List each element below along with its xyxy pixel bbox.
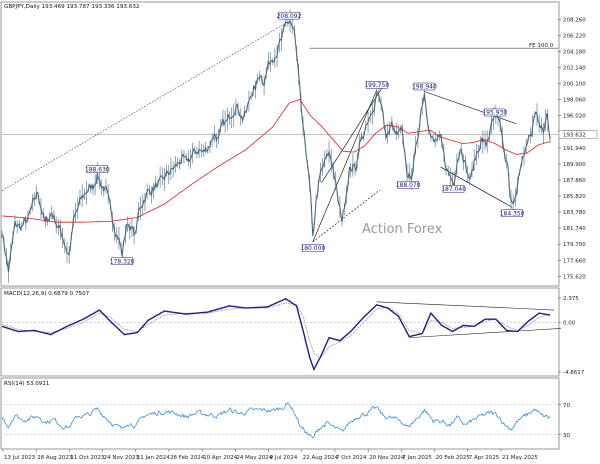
macd-axis-label: 2.375	[563, 296, 579, 302]
macd-axis-label: -4.8617	[563, 370, 585, 376]
triangle-upper-line	[424, 91, 517, 125]
channel-base-dashed	[312, 189, 381, 243]
pivot-label: 187.040	[441, 186, 466, 193]
price-axis-label: 181.740	[563, 226, 586, 232]
price-axis-label: 204.180	[563, 50, 586, 56]
rsi-header: RSI(14) 53.0911	[4, 381, 50, 387]
pivot-label-box	[484, 108, 506, 117]
date-axis-label: 28 Aug 2023	[37, 455, 73, 461]
price-axis-label: 196.020	[563, 114, 586, 120]
macd-panel	[0, 287, 560, 377]
current-price-value: 193.632	[563, 133, 586, 139]
pivot-label-box	[413, 82, 436, 91]
channel-lower-line	[312, 89, 377, 242]
pivot-label: 188.630	[85, 166, 110, 173]
price-axis-label: 198.060	[563, 98, 586, 104]
current-price-tag	[558, 130, 598, 139]
macd-header: MACD(12,26,9) 0.6879 0.7507	[4, 291, 90, 297]
macd-axis-label: 0.00	[563, 320, 576, 326]
pivot-label: 195.930	[482, 110, 507, 117]
pivot-label-box	[86, 165, 109, 173]
date-axis-label: 20 Feb 2025	[436, 455, 471, 461]
macd-signal-line	[1, 302, 551, 359]
date-axis-label: 26 Feb 2024	[170, 455, 205, 461]
macd-lower-trendline	[409, 328, 561, 338]
rsi-panel	[0, 377, 560, 450]
price-axis-label: 208.260	[563, 17, 586, 23]
pivot-label: 180.000	[300, 245, 325, 252]
pivot-label: 184.350	[500, 210, 525, 217]
pivot-label-box	[442, 185, 465, 193]
macd-plot	[1, 298, 561, 371]
price-axis-label: 191.940	[563, 146, 586, 152]
watermark: Action Forex	[362, 222, 443, 237]
date-axis-label: 20 Nov 2024	[369, 455, 405, 461]
pivot-label: 198.940	[412, 84, 437, 91]
date-axis-label: 24 Nov 2023	[104, 455, 140, 461]
pivot-label-box	[397, 181, 419, 189]
rsi-plot	[1, 402, 558, 439]
date-axis-label: 11 Jan 2024	[137, 455, 170, 461]
date-axis-label: 10 Apr 2024	[203, 455, 238, 461]
price-axis-label: 175.620	[563, 274, 586, 280]
price-axis-label: 202.140	[563, 66, 586, 72]
pivot-label: 208.092	[277, 13, 302, 20]
channel-upper-line	[321, 85, 384, 183]
pivot-label: 188.070	[396, 182, 421, 189]
rsi-line	[1, 402, 551, 439]
date-axis-label: 13 Jul 2023	[4, 455, 36, 461]
pivot-label-box	[302, 244, 324, 252]
price-axis-label: 179.700	[563, 242, 586, 248]
rsi-axis-label: 70	[563, 403, 570, 409]
date-axis-label: 11 Oct 2023	[70, 455, 105, 461]
price-axis-label: 206.220	[563, 33, 586, 39]
main-header: GBPJPY,Daily 193.469 193.787 193.336 193…	[4, 4, 139, 10]
date-axis-label: 24 May 2024	[236, 455, 272, 461]
pivot-label: 199.750	[364, 82, 389, 89]
price-axis-label: 183.780	[563, 210, 586, 216]
price-axis-label: 189.900	[563, 162, 586, 168]
rsi-axis-label: 30	[563, 433, 570, 439]
date-axis-label: 7 Apr 2025	[469, 455, 500, 461]
date-axis-label: 7 Jan 2025	[402, 455, 432, 461]
fe-label: FE 100.0	[529, 43, 554, 49]
axes: 208.260 206.220 204.180 202.140 200.100 198.0…	[2, 17, 598, 461]
pivot-label-box	[501, 209, 523, 217]
pivot-label-box	[111, 257, 133, 265]
pivot-label: 178.320	[110, 258, 135, 265]
date-axis-label: 22 Aug 2024	[303, 455, 339, 461]
macd-upper-trendline	[376, 301, 555, 311]
price-series	[1, 19, 551, 273]
price-axis-label: 187.860	[563, 178, 586, 184]
main-panel	[0, 1, 560, 287]
date-axis-label: 9 Jul 2024	[270, 455, 298, 461]
date-axis-label: 7 Oct 2024	[336, 455, 367, 461]
pivot-label-box	[365, 81, 388, 89]
pivot-label-box	[278, 11, 300, 20]
macd-line	[1, 298, 551, 371]
date-axis-label: 21 May 2025	[502, 455, 538, 461]
price-axis-label: 185.820	[563, 194, 586, 200]
price-axis-label: 200.100	[563, 82, 586, 88]
moving-average-line	[1, 98, 550, 223]
price-axis-label: 177.660	[563, 258, 586, 264]
price-plot: FE 100.0 208.092 188.630 178.320 180.000 199.…	[1, 9, 558, 283]
